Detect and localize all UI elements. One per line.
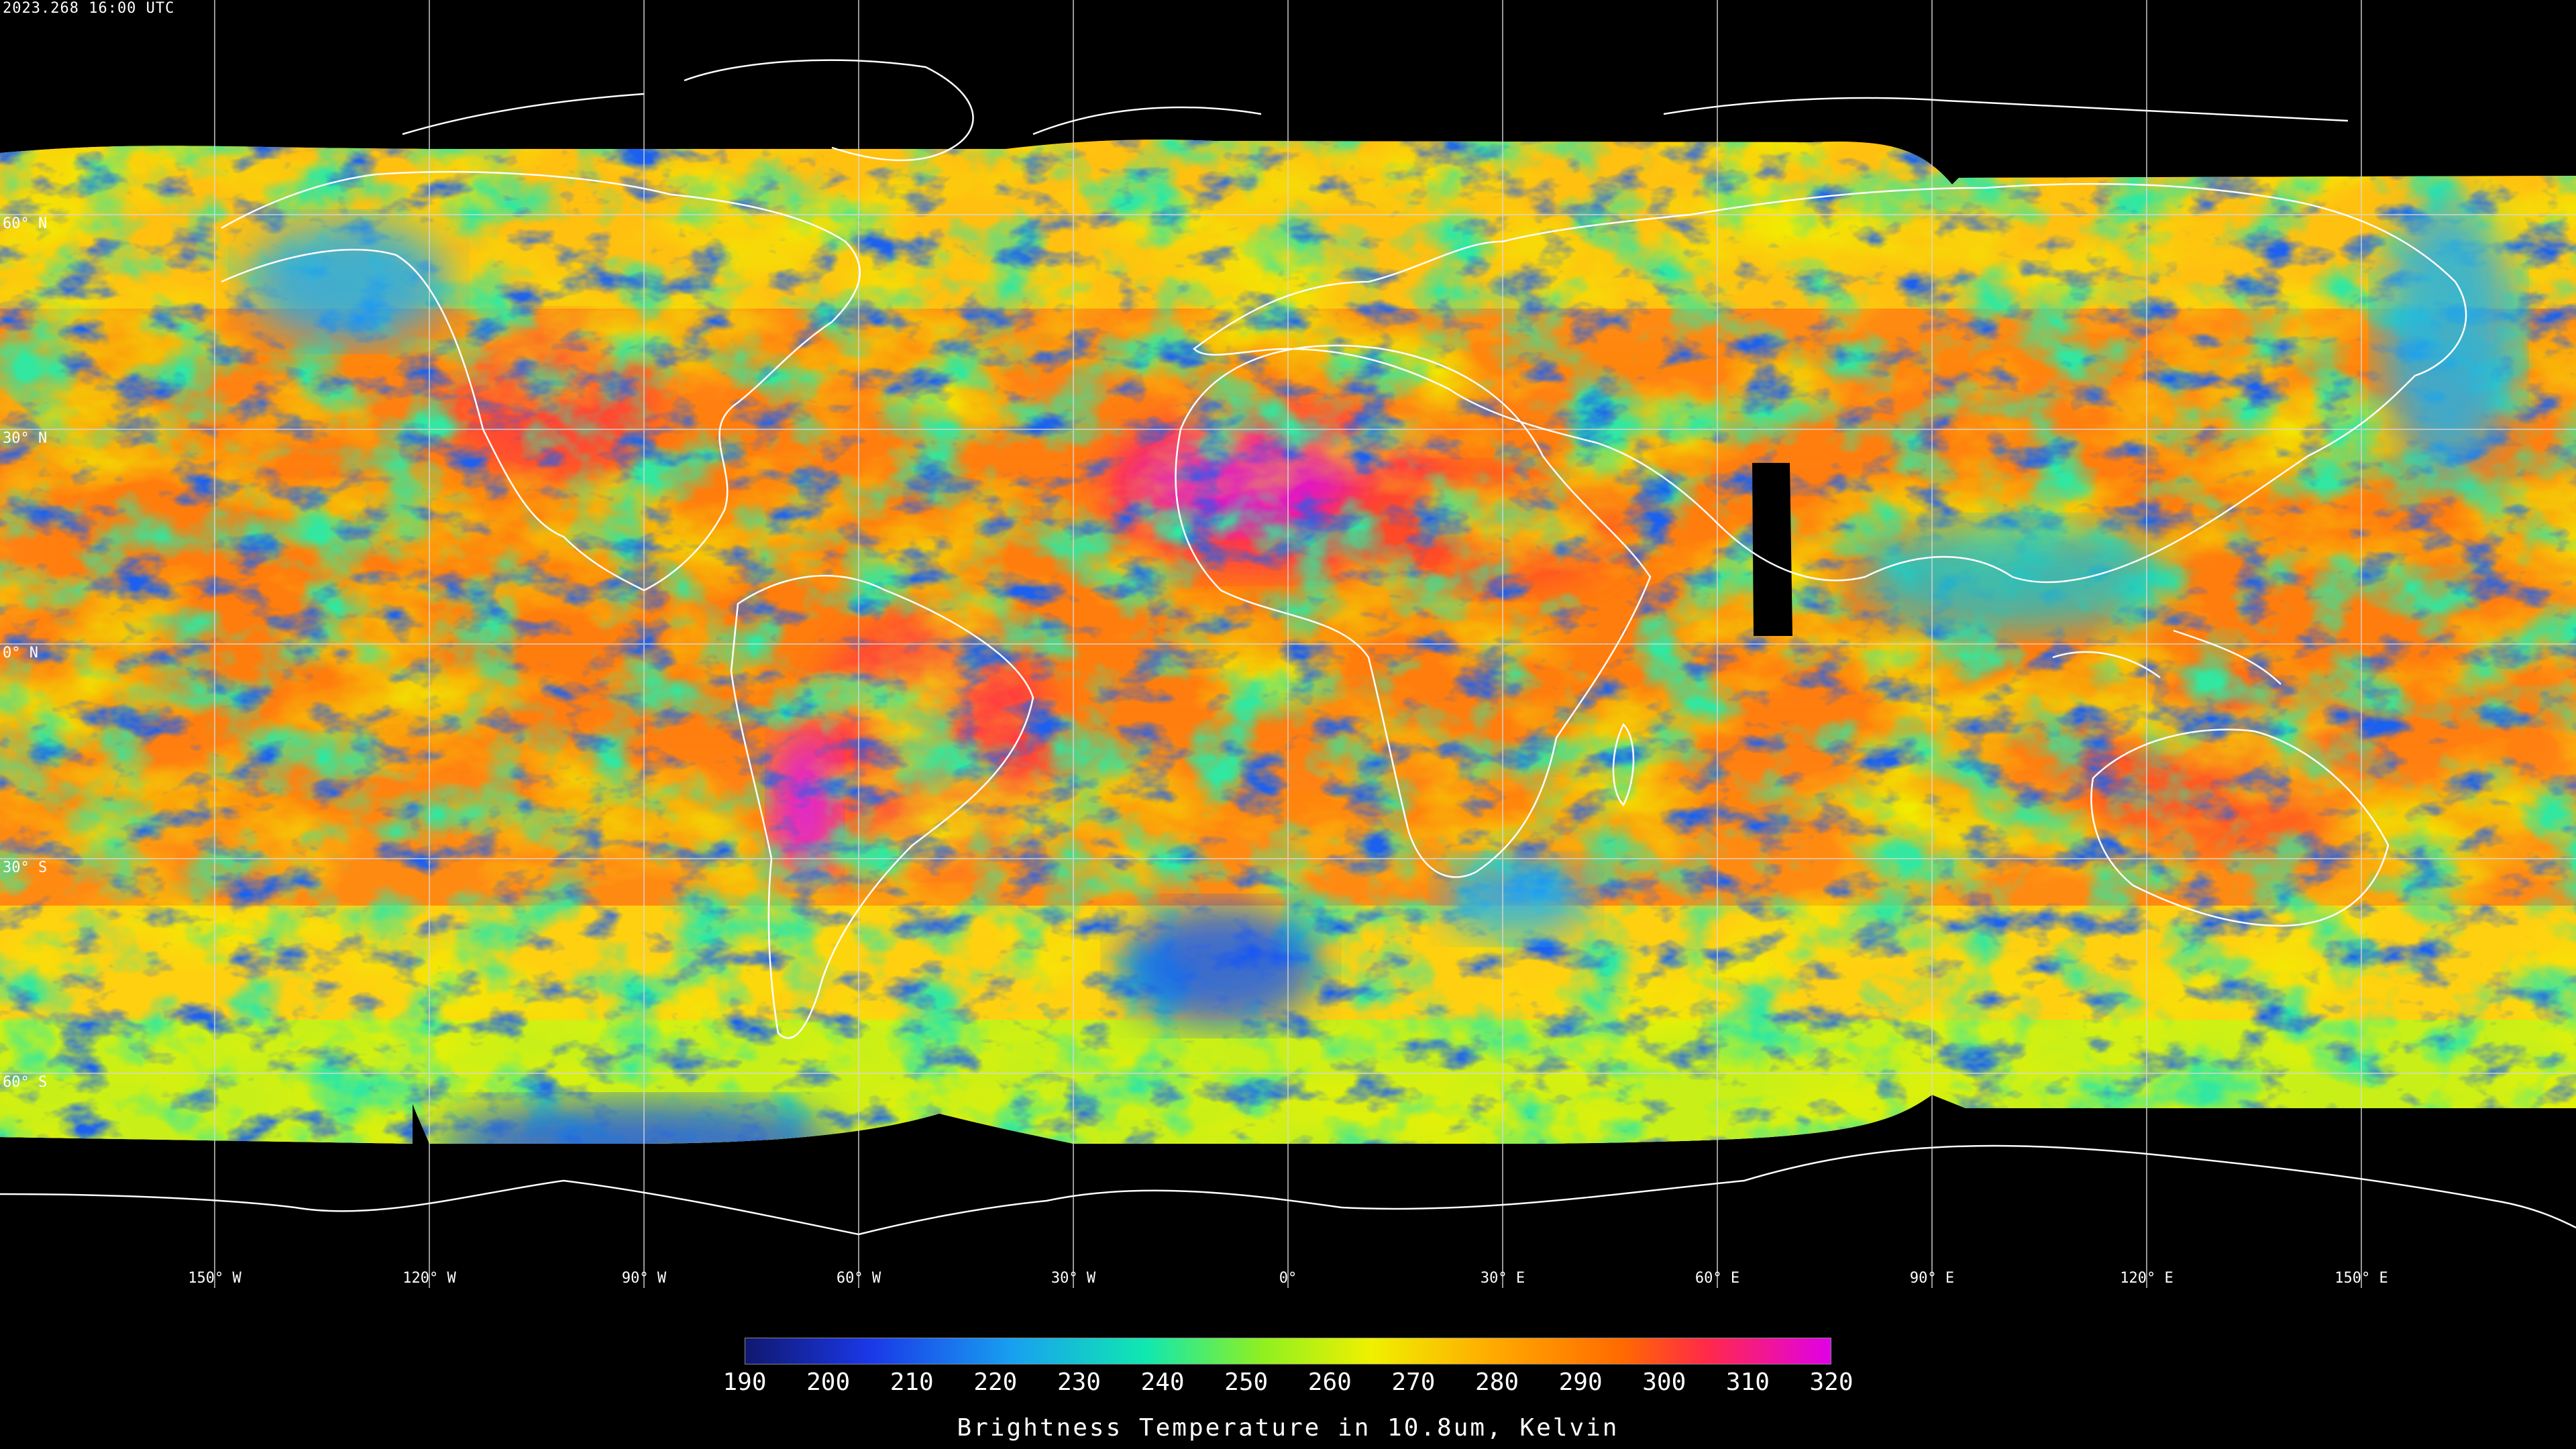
longitude-labels: 150° W 120° W 90° W 60° W 30° W 0° 30° E… bbox=[188, 1270, 2387, 1287]
lon-label-90e: 90° E bbox=[1910, 1270, 1954, 1287]
colorbar-tick-label: 260 bbox=[1307, 1368, 1352, 1396]
colorbar-tick-label: 280 bbox=[1475, 1368, 1519, 1396]
lat-label-60n: 60° N bbox=[3, 215, 47, 232]
colorbar-tick-label: 200 bbox=[806, 1368, 851, 1396]
colorbar-tick-label: 240 bbox=[1140, 1368, 1185, 1396]
timestamp: 2023.268 16:00 UTC bbox=[3, 0, 175, 17]
colorbar-tick-label: 320 bbox=[1809, 1368, 1854, 1396]
satellite-brightness-temperature-map: 60° N 30° N 0° N 30° S 60° S 150° W 120°… bbox=[0, 0, 2576, 1288]
colorbar-panel: 190 200 210 220 230 240 250 260 270 280 290 300 310 3… bbox=[0, 1288, 2576, 1449]
graticule bbox=[0, 0, 2576, 1288]
colorbar-tick-label: 230 bbox=[1057, 1368, 1101, 1396]
lon-label-30e: 30° E bbox=[1481, 1270, 1525, 1287]
coastlines bbox=[0, 59, 2576, 1236]
lat-label-0n: 0° N bbox=[3, 645, 38, 661]
lat-label-30s: 30° S bbox=[3, 859, 47, 876]
colorbar-tick-label: 290 bbox=[1558, 1368, 1603, 1396]
lon-label-60e: 60° E bbox=[1695, 1270, 1739, 1287]
lat-label-60s: 60° S bbox=[3, 1074, 47, 1091]
colorbar-tick-label: 190 bbox=[722, 1368, 767, 1396]
colorbar-tick-label: 270 bbox=[1391, 1368, 1436, 1396]
lon-label-150e: 150° E bbox=[2334, 1270, 2387, 1287]
colorbar bbox=[745, 1338, 1831, 1364]
colorbar-title: Brightness Temperature in 10.8um, Kelvin bbox=[957, 1414, 1619, 1442]
lon-label-30w: 30° W bbox=[1051, 1270, 1096, 1287]
colorbar-tick-label: 300 bbox=[1642, 1368, 1686, 1396]
lon-label-120e: 120° E bbox=[2120, 1270, 2173, 1287]
colorbar-tick-label: 220 bbox=[973, 1368, 1018, 1396]
colorbar-tick-label: 310 bbox=[1725, 1368, 1770, 1396]
lon-label-150w: 150° W bbox=[188, 1270, 241, 1287]
lat-label-30n: 30° N bbox=[3, 430, 47, 447]
latitude-labels: 60° N 30° N 0° N 30° S 60° S bbox=[3, 215, 47, 1091]
lon-label-60w: 60° W bbox=[837, 1270, 881, 1287]
colorbar-tick-label: 250 bbox=[1224, 1368, 1269, 1396]
lon-label-90w: 90° W bbox=[622, 1270, 667, 1287]
lon-label-120w: 120° W bbox=[402, 1270, 456, 1287]
lon-label-0: 0° bbox=[1279, 1270, 1297, 1287]
colorbar-tick-label: 210 bbox=[890, 1368, 934, 1396]
